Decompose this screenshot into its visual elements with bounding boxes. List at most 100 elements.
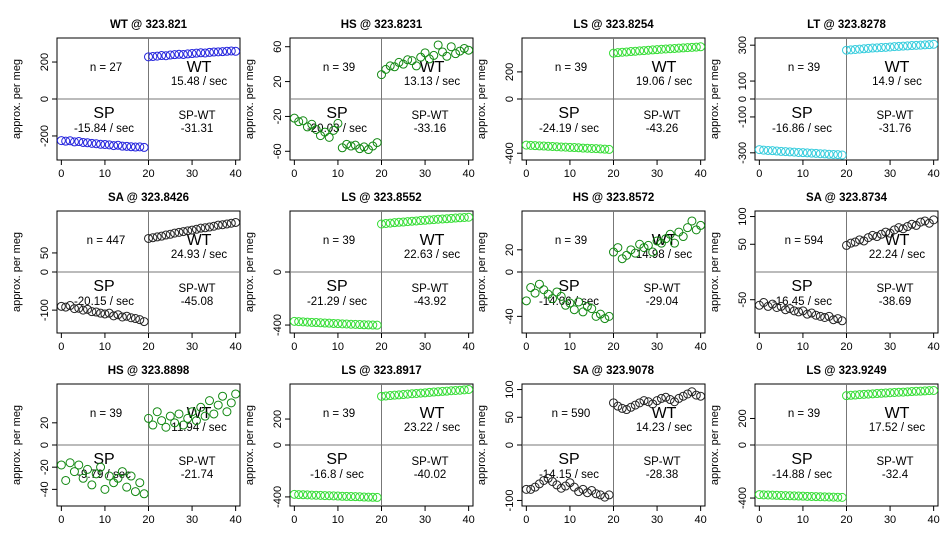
wt-point — [894, 387, 904, 397]
y-axis-label: approx. per meg — [476, 59, 488, 139]
sp-point — [324, 491, 334, 501]
spwt-value: -38.69 — [879, 296, 912, 308]
sp-point — [534, 279, 544, 289]
sp-point — [320, 127, 330, 137]
wt-point — [411, 61, 421, 71]
sp-point — [789, 491, 799, 501]
panel-title: SA @ 323.8734 — [806, 192, 888, 204]
y-tick-label: 0 — [737, 442, 749, 448]
wt-point — [213, 220, 223, 230]
sp-point — [100, 484, 110, 494]
wt-point — [691, 225, 701, 235]
sp-point — [530, 141, 540, 151]
sp-rate: -16.86 / sec — [772, 123, 832, 135]
sp-point — [316, 318, 325, 328]
sp-point — [526, 484, 536, 494]
sp-point — [591, 489, 601, 499]
wt-point — [183, 49, 193, 59]
sp-point — [337, 491, 347, 501]
x-tick-label: 0 — [756, 341, 762, 353]
sp-point — [802, 148, 812, 158]
panel-12: LS @ 323.9249 0 10 20 30 40 -400 0 200 approx. pe… — [709, 365, 940, 526]
sp-point — [56, 460, 66, 470]
sp-label: SP — [791, 278, 812, 295]
wt-point — [863, 233, 873, 243]
sp-point — [833, 492, 843, 502]
wt-point — [187, 407, 197, 417]
panel-title: LS @ 323.8254 — [573, 19, 654, 31]
wt-point — [411, 388, 421, 398]
y-tick-label: 100 — [737, 72, 749, 90]
sp-point — [350, 319, 360, 329]
x-tick-label: 40 — [928, 168, 940, 180]
sp-point — [807, 148, 817, 158]
sp-point — [820, 312, 830, 322]
x-tick-label: 10 — [99, 168, 111, 180]
wt-point — [665, 395, 675, 405]
y-tick-label: -400 — [504, 142, 516, 164]
wt-point — [178, 49, 188, 59]
x-tick-label: 0 — [291, 341, 297, 353]
wt-rate: 22.24 / sec — [869, 249, 926, 261]
sp-point — [582, 143, 592, 153]
y-tick-label: -100 — [504, 489, 516, 511]
wt-point — [451, 213, 461, 223]
sp-point — [604, 311, 614, 321]
sp-point — [781, 305, 790, 315]
sp-point — [565, 142, 575, 152]
wt-point — [885, 388, 895, 398]
x-tick-label: 0 — [523, 341, 529, 353]
sp-point — [355, 144, 365, 154]
sp-point — [78, 473, 88, 483]
spwt-value: -32.4 — [882, 469, 909, 481]
sp-point — [565, 298, 575, 308]
wt-point — [622, 250, 632, 260]
sp-point — [139, 317, 149, 327]
x-tick-label: 30 — [419, 168, 431, 180]
wt-point — [411, 216, 421, 226]
sp-point — [298, 490, 308, 500]
sp-point — [307, 119, 317, 129]
x-tick-label: 40 — [695, 514, 707, 526]
sp-point — [785, 147, 795, 157]
wt-point — [881, 227, 891, 237]
spwt-value: -40.02 — [414, 469, 447, 481]
wt-point — [377, 391, 386, 401]
sp-point — [824, 492, 834, 502]
sp-point — [781, 491, 790, 501]
x-tick-label: 10 — [564, 168, 576, 180]
spwt-label: SP-WT — [178, 456, 215, 468]
wt-point — [144, 52, 153, 62]
wt-point — [652, 45, 662, 55]
x-tick-label: 20 — [142, 514, 154, 526]
x-tick-label: 30 — [651, 514, 663, 526]
wt-point — [209, 409, 219, 419]
sp-point — [794, 307, 804, 317]
wt-point — [390, 390, 400, 400]
sp-point — [811, 148, 821, 158]
sp-label: SP — [93, 105, 114, 122]
wt-point — [451, 49, 461, 59]
wt-point — [464, 212, 474, 222]
sp-point — [548, 141, 557, 151]
wt-point — [674, 43, 684, 53]
wt-label: WT — [420, 59, 445, 76]
wt-point — [161, 422, 171, 432]
panel-9: HS @ 323.8898 0 10 20 30 40 -40 -20 0 20 approx. p… — [11, 365, 242, 526]
wt-rate: 14.23 / sec — [636, 422, 693, 434]
panel-title: SA @ 323.9078 — [573, 365, 655, 377]
wt-point — [696, 391, 706, 401]
wt-point — [687, 42, 697, 52]
wt-point — [885, 42, 895, 52]
n-label: n = 39 — [323, 235, 355, 247]
y-tick-label: 50 — [504, 411, 516, 423]
panel-5: SA @ 323.8426 0 10 20 30 40 -100 0 50 approx. per… — [11, 192, 242, 353]
wt-point — [898, 41, 908, 51]
panel-3: LS @ 323.8254 0 10 20 30 40 -400 0 200 approx. pe… — [476, 19, 707, 180]
wt-rate: 24.93 / sec — [171, 249, 228, 261]
y-tick-label: -400 — [737, 487, 749, 509]
spwt-value: -31.76 — [879, 123, 912, 135]
sp-point — [302, 317, 312, 327]
wt-label: WT — [885, 59, 910, 76]
wt-point — [218, 391, 228, 401]
